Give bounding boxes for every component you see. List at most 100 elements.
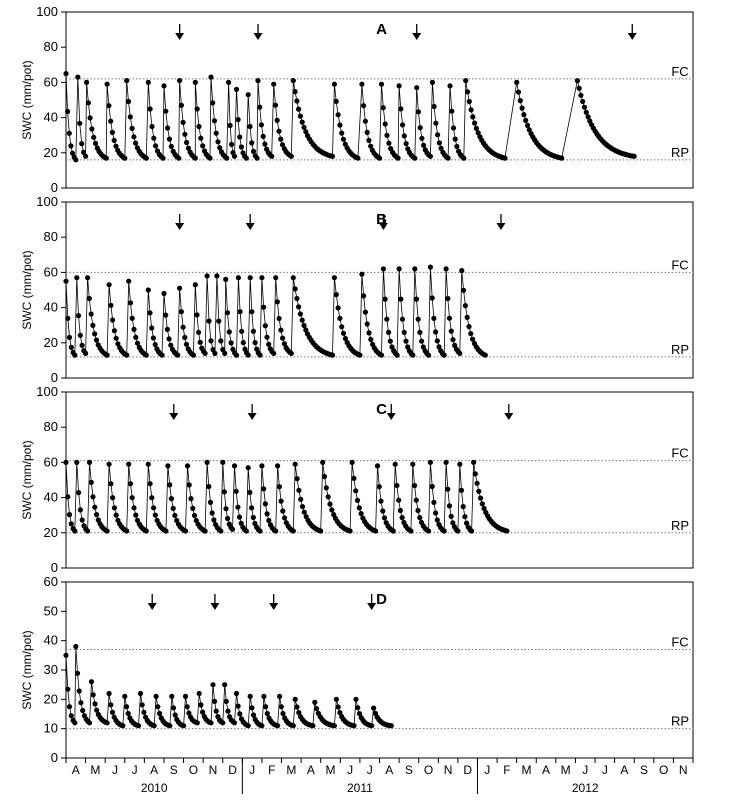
swc-point: [303, 129, 309, 135]
swc-point: [378, 81, 385, 87]
swc-point: [427, 264, 433, 270]
swc-point: [581, 104, 588, 110]
down-arrow-icon: [378, 214, 388, 230]
swc-point: [410, 461, 416, 467]
month-label: N: [679, 763, 688, 777]
y-axis-label: SWC (mm/pot): [20, 250, 34, 329]
plot-frame: [65, 581, 694, 759]
swc-point: [78, 700, 84, 706]
swc-point: [216, 318, 222, 324]
swc-point: [168, 143, 174, 150]
swc-point: [412, 155, 418, 161]
swc-point: [303, 327, 309, 333]
swc-point: [274, 299, 280, 305]
y-tick-label: 40: [44, 110, 58, 125]
swc-point: [457, 350, 463, 356]
swc-point: [137, 690, 144, 697]
swc-point: [358, 510, 364, 517]
swc-point: [450, 337, 456, 343]
swc-point: [204, 459, 210, 465]
swc-point: [337, 122, 343, 128]
swc-point: [247, 489, 253, 495]
swc-point: [65, 494, 71, 500]
swc-point: [63, 71, 69, 77]
swc-point: [129, 315, 135, 321]
swc-point: [474, 480, 480, 486]
swc-point: [122, 155, 128, 161]
y-tick-label: 50: [44, 603, 58, 618]
swc-point: [223, 276, 229, 282]
swc-point: [202, 528, 208, 534]
swc-point: [124, 528, 130, 534]
swc-point: [108, 481, 114, 487]
swc-point: [68, 713, 74, 719]
swc-point: [74, 670, 81, 676]
swc-point: [290, 723, 296, 729]
swc-point: [478, 495, 484, 501]
swc-point: [73, 643, 79, 650]
swc-point: [368, 336, 374, 343]
swc-point: [197, 339, 203, 345]
swc-point: [580, 98, 586, 105]
swc-point: [104, 528, 110, 534]
y-tick-label: 20: [44, 335, 58, 350]
swc-point: [147, 106, 153, 112]
swc-point: [213, 130, 219, 136]
swc-point: [106, 690, 112, 697]
swc-point: [466, 324, 472, 330]
swc-point: [224, 310, 231, 316]
swc-point: [435, 132, 441, 138]
swc-point: [68, 344, 74, 350]
swc-point: [134, 340, 141, 346]
swc-point: [429, 295, 435, 301]
swc-point: [389, 344, 395, 350]
swc-point: [262, 323, 268, 329]
swc-point: [415, 507, 421, 514]
swc-point: [259, 275, 265, 281]
swc-point: [157, 710, 163, 717]
swc-point: [200, 143, 206, 149]
swc-point: [124, 352, 130, 358]
down-arrow-icon: [269, 594, 279, 610]
swc-point: [151, 505, 157, 511]
swc-point: [441, 352, 447, 358]
swc-point: [227, 122, 233, 129]
swc-point: [269, 153, 275, 159]
swc-point: [74, 275, 80, 281]
swc-point: [357, 352, 363, 358]
swc-point: [122, 693, 128, 700]
swc-point: [290, 275, 296, 281]
swc-point: [325, 494, 331, 500]
swc-point: [224, 155, 230, 161]
swc-point: [333, 292, 339, 298]
swc-point: [339, 130, 345, 136]
swc-point: [110, 317, 116, 323]
swc-point: [73, 157, 79, 163]
swc-point: [482, 352, 488, 358]
swc-point: [441, 528, 447, 534]
swc-point: [177, 285, 183, 291]
swc-point: [318, 528, 324, 534]
swc-point: [186, 482, 192, 488]
month-label: M: [521, 763, 531, 777]
swc-point: [395, 155, 401, 161]
swc-point: [434, 338, 440, 344]
swc-point: [113, 335, 119, 341]
swc-point: [433, 120, 439, 126]
month-label: F: [268, 763, 275, 777]
swc-point: [280, 508, 286, 514]
swc-point: [296, 710, 302, 716]
swc-point: [243, 528, 249, 534]
swc-point: [436, 140, 442, 146]
swc-point: [356, 505, 362, 511]
swc-point: [108, 702, 114, 708]
swc-point: [398, 296, 404, 302]
reference-label-rp: RP: [671, 342, 689, 357]
swc-point: [252, 340, 258, 346]
swc-point: [233, 690, 240, 697]
swc-point: [182, 131, 188, 137]
swc-point: [106, 103, 112, 109]
swc-point: [329, 352, 336, 358]
swc-point: [421, 142, 427, 148]
reference-label-rp: RP: [671, 145, 689, 160]
